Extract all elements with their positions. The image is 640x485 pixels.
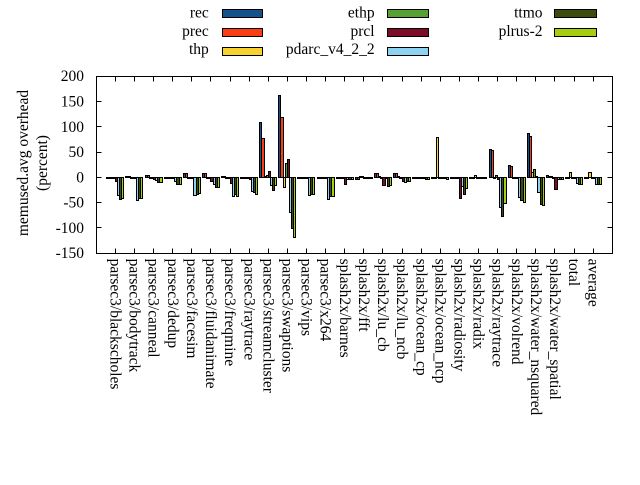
svg-text:parsec3/bodytrack: parsec3/bodytrack: [126, 259, 143, 373]
svg-text:parsec3/facesim: parsec3/facesim: [183, 259, 200, 359]
svg-text:prec: prec: [182, 23, 209, 40]
svg-text:splash2x/barnes: splash2x/barnes: [336, 259, 353, 358]
svg-text:50: 50: [69, 144, 85, 161]
svg-text:average: average: [584, 259, 601, 307]
svg-text:150: 150: [61, 93, 85, 110]
svg-text:total: total: [565, 259, 582, 287]
svg-text:ttmo: ttmo: [514, 5, 543, 22]
svg-text:memused.avg overhead: memused.avg overhead: [15, 90, 32, 237]
svg-text:splash2x/radix: splash2x/radix: [470, 259, 487, 350]
svg-text:parsec3/streamcluster: parsec3/streamcluster: [259, 259, 276, 394]
svg-text:parsec3/raytrace: parsec3/raytrace: [240, 259, 257, 361]
svg-text:splash2x/water_nsquared: splash2x/water_nsquared: [527, 259, 544, 416]
svg-text:(percent): (percent): [34, 135, 51, 191]
svg-text:splash2x/volrend: splash2x/volrend: [508, 259, 525, 365]
svg-text:parsec3/swaptions: parsec3/swaptions: [278, 259, 295, 373]
svg-text:splash2x/ocean_ncp: splash2x/ocean_ncp: [431, 259, 448, 384]
svg-text:parsec3/vips: parsec3/vips: [298, 259, 315, 336]
svg-text:plrus-2: plrus-2: [499, 23, 543, 40]
svg-text:splash2x/fft: splash2x/fft: [355, 259, 372, 333]
svg-text:-50: -50: [63, 195, 84, 212]
svg-text:pdarc_v4_2_2: pdarc_v4_2_2: [286, 41, 375, 58]
svg-text:prcl: prcl: [350, 23, 374, 40]
svg-text:parsec3/x264: parsec3/x264: [317, 259, 334, 342]
svg-text:-100: -100: [56, 220, 85, 237]
svg-text:parsec3/freqmine: parsec3/freqmine: [221, 259, 238, 367]
svg-text:200: 200: [61, 68, 85, 85]
svg-text:parsec3/fluidanimate: parsec3/fluidanimate: [202, 259, 219, 389]
svg-text:rec: rec: [190, 5, 209, 22]
svg-text:splash2x/lu_cb: splash2x/lu_cb: [374, 259, 391, 352]
svg-text:thp: thp: [189, 41, 209, 58]
svg-text:splash2x/radiosity: splash2x/radiosity: [450, 259, 467, 372]
svg-text:parsec3/dedup: parsec3/dedup: [164, 259, 181, 349]
svg-text:splash2x/raytrace: splash2x/raytrace: [489, 259, 506, 368]
svg-text:splash2x/lu_ncb: splash2x/lu_ncb: [393, 259, 410, 360]
svg-text:splash2x/water_spatial: splash2x/water_spatial: [546, 259, 563, 400]
svg-text:100: 100: [61, 119, 85, 136]
svg-text:splash2x/ocean_cp: splash2x/ocean_cp: [412, 259, 429, 376]
svg-text:0: 0: [76, 169, 84, 186]
svg-text:parsec3/canneal: parsec3/canneal: [145, 259, 162, 358]
svg-text:ethp: ethp: [348, 5, 375, 22]
svg-text:-150: -150: [56, 245, 85, 262]
svg-text:parsec3/blackscholes: parsec3/blackscholes: [106, 259, 123, 390]
